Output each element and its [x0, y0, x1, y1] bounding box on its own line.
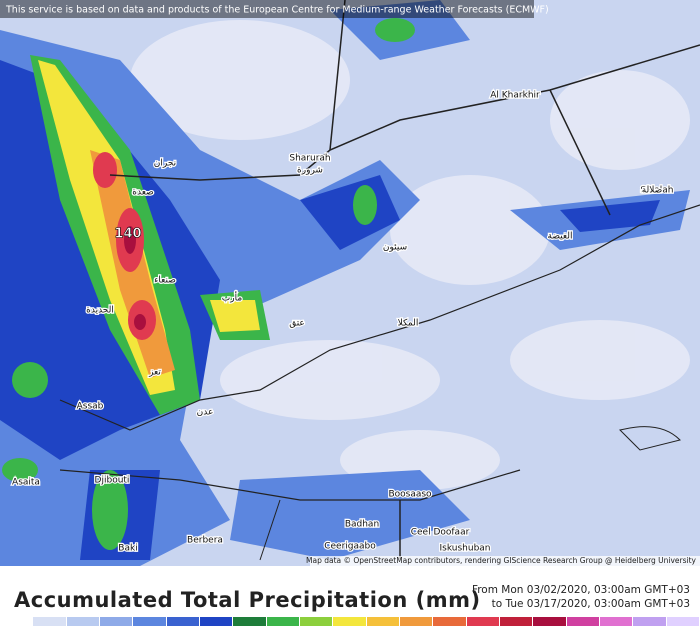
place-label: الحديدة — [86, 306, 114, 316]
colorbar-swatch — [333, 617, 367, 626]
colorbar-swatch — [166, 617, 200, 626]
colorbar-swatch — [666, 617, 700, 626]
place-label: Boosaaso — [388, 490, 432, 500]
colorbar-swatch — [266, 617, 300, 626]
place-label: Ceerigaabo — [324, 542, 376, 552]
place-label: Djibouti — [95, 476, 130, 486]
place-label: صلالة — [642, 186, 663, 196]
place-label: مأرب — [222, 291, 243, 304]
place-label: Ceel Doofaar — [411, 528, 470, 538]
attribution: Map data © OpenStreetMap contributors, r… — [306, 556, 697, 565]
colorbar-swatch — [433, 617, 467, 626]
colorbar-swatch — [199, 617, 234, 626]
colorbar-swatch — [366, 617, 400, 626]
colorbar-swatch — [99, 617, 134, 626]
rain-dark-red — [124, 226, 146, 330]
colorbar-swatch — [566, 617, 600, 626]
colorbar-swatch — [599, 617, 634, 626]
colorbar-swatch — [133, 617, 167, 626]
place-label: عدن — [197, 408, 214, 418]
place-label: Baki — [118, 544, 137, 554]
period-to: to Tue 03/17/2020, 03:00am GMT+03 — [491, 598, 690, 610]
colorbar-swatch — [33, 617, 67, 626]
colorbar-swatch — [633, 617, 667, 626]
place-label: سيئون — [383, 243, 407, 253]
footer-title: Accumulated Total Precipitation (mm) — [14, 588, 481, 612]
peak-label: 140 — [114, 227, 141, 242]
place-label: شرورة — [297, 166, 323, 176]
colorbar-swatch — [399, 617, 434, 626]
place-label: Assab — [77, 402, 104, 412]
period-from: From Mon 03/02/2020, 03:00am GMT+03 — [471, 584, 690, 596]
colorbar-swatch — [299, 617, 334, 626]
colorbar — [0, 617, 700, 626]
place-label: Asaita — [12, 478, 40, 488]
colorbar-swatch — [499, 617, 534, 626]
colorbar-swatch — [233, 617, 267, 626]
place-label: صعدة — [132, 188, 153, 198]
ecmwf-notice: This service is based on data and produc… — [5, 5, 549, 16]
place-label: Berbera — [187, 536, 223, 546]
place-label: تعز — [148, 368, 161, 378]
colorbar-swatch — [66, 617, 100, 626]
place-label: Badhan — [345, 520, 379, 530]
place-label: Iskushuban — [439, 544, 490, 554]
place-label: نجران — [154, 159, 176, 169]
place-label: المكلا — [398, 319, 419, 329]
colorbar-swatch — [0, 617, 34, 626]
borders — [59, 0, 700, 561]
place-label: Salalah — [641, 186, 674, 196]
place-label: عتق — [289, 319, 305, 329]
colorbar-swatch — [533, 617, 567, 626]
place-label: Al Kharkhir — [490, 91, 540, 101]
colorbar-swatch — [466, 617, 500, 626]
place-label: صنعاء — [154, 276, 176, 286]
place-label: الغيضة — [548, 232, 573, 242]
place-label: Sharurah — [289, 154, 330, 164]
